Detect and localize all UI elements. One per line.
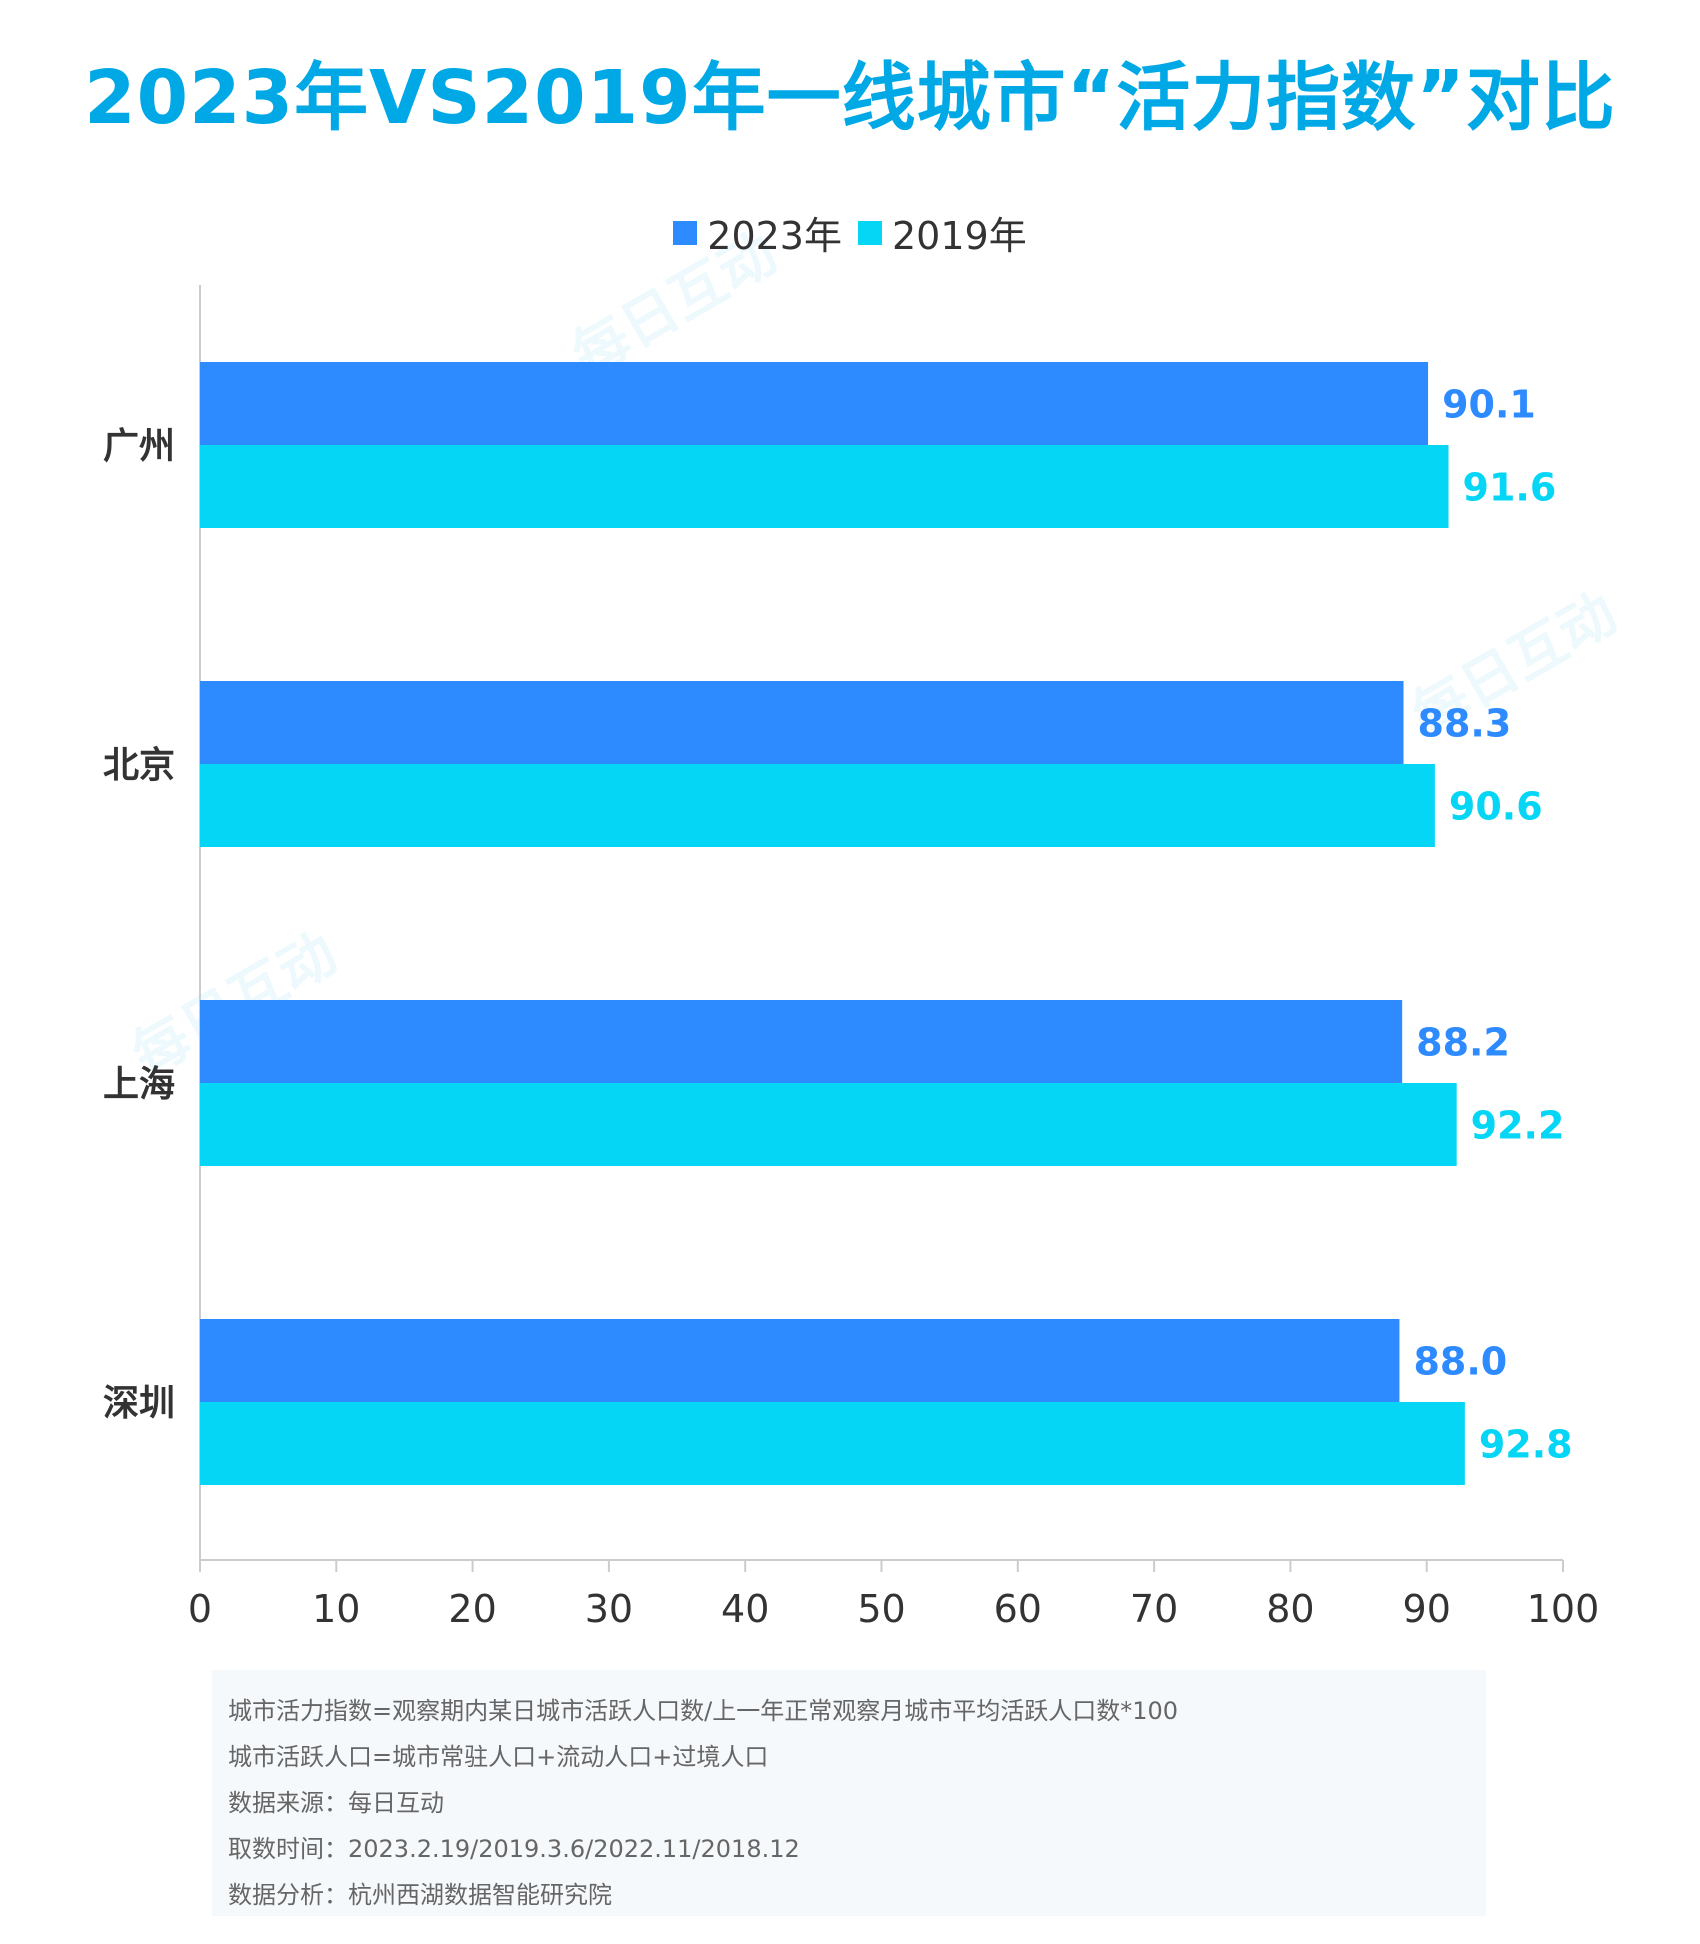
category-label: 深圳: [103, 1383, 175, 1424]
legend-swatch-2019: [858, 220, 882, 245]
note-line: 数据来源：每日互动: [228, 1789, 444, 1817]
x-tick-label: 30: [585, 1587, 633, 1631]
x-tick-label: 70: [1130, 1587, 1178, 1631]
data-label: 88.3: [1418, 702, 1512, 746]
data-label: 88.2: [1416, 1021, 1510, 1065]
bar: [200, 1402, 1465, 1485]
x-tick-label: 100: [1527, 1587, 1600, 1631]
bar: [200, 1083, 1457, 1166]
bar: [200, 681, 1404, 764]
data-label: 88.0: [1413, 1340, 1507, 1384]
data-label: 90.6: [1449, 785, 1543, 829]
bar: [200, 362, 1429, 445]
chart-legend: 2023年 2019年: [0, 205, 1700, 260]
notes-box: 城市活力指数=观察期内某日城市活跃人口数/上一年正常观察月城市平均活跃人口数*1…: [212, 1670, 1486, 1916]
legend-label-2019: 2019年: [892, 214, 1027, 258]
note-line: 数据分析：杭州西湖数据智能研究院: [228, 1881, 612, 1909]
x-tick-label: 40: [721, 1587, 769, 1631]
x-tick-label: 0: [188, 1587, 212, 1631]
data-label: 92.8: [1479, 1423, 1573, 1467]
x-tick-label: 10: [312, 1587, 360, 1631]
bar-chart: 0 10 20 30 40 50 60 70 80 90 100 广州 90.1 91.6 北京 88.3 90…: [103, 285, 1600, 1631]
data-label: 92.2: [1471, 1104, 1565, 1148]
note-line: 取数时间：2023.2.19/2019.3.6/2022.11/2018.12: [228, 1835, 800, 1863]
note-line: 城市活力指数=观察期内某日城市活跃人口数/上一年正常观察月城市平均活跃人口数*1…: [228, 1697, 1179, 1725]
legend-item-2019: 2019年: [858, 205, 1027, 260]
x-tick-label: 20: [448, 1587, 496, 1631]
x-tick-label: 80: [1266, 1587, 1314, 1631]
x-tick-label: 50: [857, 1587, 905, 1631]
legend-label-2023: 2023年: [707, 214, 842, 258]
bar: [200, 1319, 1400, 1402]
data-label: 90.1: [1442, 383, 1536, 427]
x-tick-label: 90: [1403, 1587, 1451, 1631]
data-label: 91.6: [1463, 466, 1557, 510]
bar: [200, 1000, 1403, 1083]
legend-item-2023: 2023年: [673, 205, 842, 260]
note-line: 城市活跃人口=城市常驻人口+流动人口+过境人口: [228, 1743, 769, 1771]
bar: [200, 445, 1449, 528]
category-label: 上海: [103, 1064, 175, 1105]
legend-swatch-2023: [673, 220, 698, 245]
category-label: 北京: [103, 744, 175, 786]
chart-title: 2023年VS2019年一线城市“活力指数”对比: [84, 55, 1616, 141]
x-tick-label: 60: [994, 1587, 1042, 1631]
bar: [200, 764, 1435, 847]
category-label: 广州: [103, 426, 175, 467]
